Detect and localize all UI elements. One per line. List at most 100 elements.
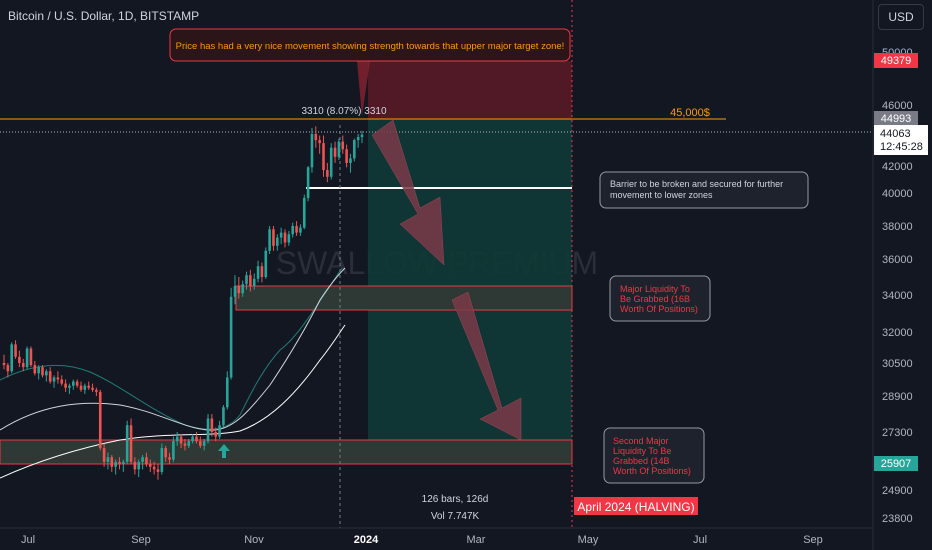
candle-body: [71, 381, 75, 386]
price-tag-green: [874, 456, 918, 471]
candle-body: [333, 147, 337, 157]
candle-body: [349, 158, 352, 163]
time-tick-label: Nov: [244, 534, 264, 546]
candle-body: [129, 425, 133, 462]
liquidity-callout-2[interactable]: [603, 427, 705, 484]
candle-body: [225, 377, 229, 408]
candle-body: [206, 418, 210, 442]
candle-body: [199, 441, 202, 446]
candle-body: [102, 448, 106, 462]
candle-body: [195, 436, 198, 442]
candle-body: [21, 363, 25, 368]
price-tag-gray-text: 44993: [881, 113, 912, 125]
candle-body: [210, 418, 214, 432]
candle-body: [48, 371, 52, 382]
time-tick-label: Jul: [21, 534, 35, 546]
candle-body: [33, 365, 37, 374]
candle-body: [276, 237, 279, 246]
candle-body: [214, 432, 218, 437]
candle-body: [326, 170, 329, 177]
candle-body: [14, 344, 17, 357]
candle-body: [10, 344, 13, 372]
candle-body: [256, 266, 260, 279]
candle-body: [164, 448, 167, 458]
ma-line-slow: [0, 324, 346, 479]
candle-body: [229, 296, 233, 378]
candles-group: [2, 126, 364, 480]
candle-body: [341, 141, 345, 150]
candle-body: [152, 466, 156, 470]
time-axis[interactable]: Jul Sep Nov 2024 Mar May Jul Sep: [21, 534, 823, 546]
price-tag-gray: [874, 111, 918, 126]
candle-body: [318, 140, 321, 144]
candle-body: [52, 377, 56, 382]
candle-body: [6, 365, 10, 372]
candle-body: [125, 425, 129, 462]
liquidity-callout-1[interactable]: [609, 275, 711, 322]
candle-body: [68, 385, 71, 388]
projection-arrow-2: [451, 291, 522, 441]
candle-body: [268, 229, 271, 251]
barrier-callout[interactable]: [599, 171, 809, 209]
candle-body: [83, 385, 87, 390]
candle-body: [187, 441, 191, 446]
target-zone[interactable]: [368, 61, 572, 119]
volume-info: Vol 7.747K: [431, 511, 480, 522]
candle-body: [75, 381, 79, 386]
buy-arrow-icon: [218, 444, 230, 458]
candle-body: [299, 227, 302, 233]
candle-body: [287, 234, 291, 243]
candle-body: [272, 229, 275, 246]
price-tick-label: 46000: [882, 100, 913, 112]
candle-body: [260, 266, 264, 277]
candle-body: [122, 461, 125, 465]
candle-body: [202, 441, 206, 446]
candle-body: [106, 457, 110, 462]
target-level-label: 45,000$: [670, 107, 710, 119]
liquidity-zone-2[interactable]: [0, 439, 573, 465]
time-tick-label: 2024: [354, 534, 379, 546]
price-tick-label: 38000: [882, 221, 913, 233]
price-tick-label: 28900: [882, 391, 913, 403]
candle-body: [56, 377, 60, 380]
price-tick-label: 36000: [882, 254, 913, 266]
candle-body: [60, 379, 64, 384]
measure-label: 3310 (8.07%) 3310: [301, 106, 387, 117]
time-tick-label: Sep: [803, 534, 823, 546]
candle-body: [37, 367, 40, 374]
candle-body: [360, 134, 364, 138]
time-tick-label: May: [578, 534, 599, 546]
candle-body: [302, 197, 306, 228]
price-tick-label: 42000: [882, 161, 913, 173]
candle-body: [168, 457, 171, 460]
currency-button[interactable]: USD: [878, 4, 924, 30]
price-tick-label: 27300: [882, 427, 913, 439]
halving-badge[interactable]: [574, 497, 698, 515]
candle-body: [95, 389, 98, 392]
candle-body: [64, 383, 67, 388]
candle-body: [264, 250, 268, 277]
candle-body: [29, 348, 33, 366]
candle-body: [353, 140, 356, 159]
candle-body: [114, 461, 117, 467]
candle-body: [148, 464, 152, 467]
candle-body: [145, 457, 148, 465]
top-callout[interactable]: [169, 28, 571, 62]
price-tick-label: 23800: [882, 513, 913, 525]
halving-label: April 2024 (HALVING): [577, 500, 694, 514]
candle-body: [18, 356, 21, 363]
candle-body: [25, 348, 29, 368]
candle-body: [279, 232, 283, 238]
price-tag-current-text: 44063: [880, 128, 911, 140]
candle-body: [233, 286, 237, 297]
candle-body: [45, 371, 48, 376]
candle-body: [356, 137, 360, 141]
price-tag-current: [874, 125, 928, 155]
candle-body: [237, 286, 241, 294]
price-tag-red: [874, 53, 918, 68]
candle-body: [306, 167, 310, 198]
candle-body: [191, 436, 194, 442]
barrier-line1: Barrier to be broken and secured for fur…: [610, 179, 783, 189]
liquidity-zone-1[interactable]: [235, 285, 573, 311]
